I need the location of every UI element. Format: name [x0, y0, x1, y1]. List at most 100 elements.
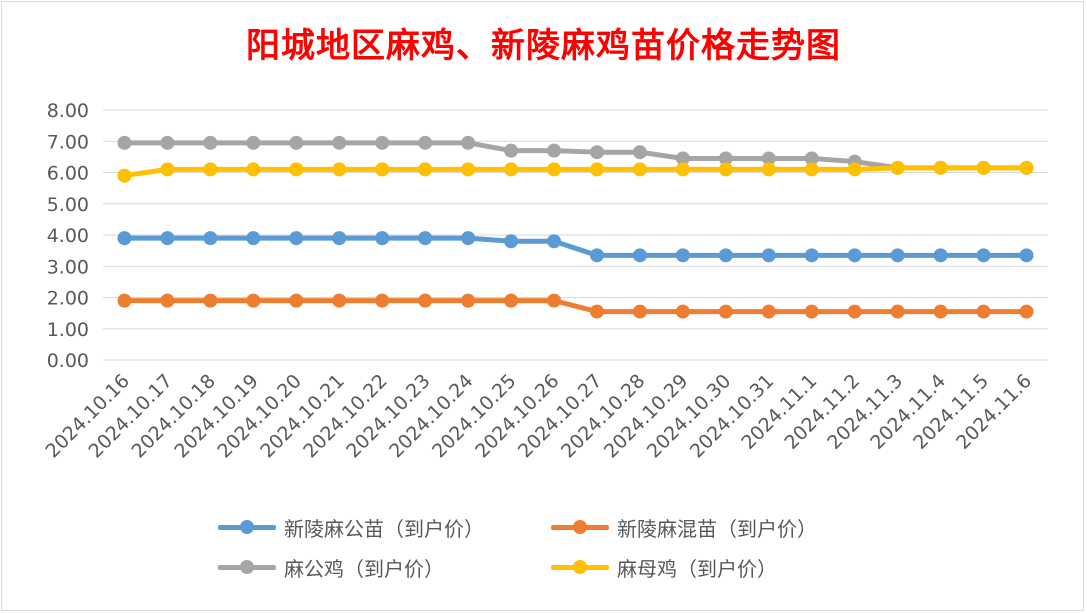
- data-point: [203, 231, 218, 246]
- data-point: [504, 162, 519, 177]
- data-point: [289, 135, 304, 150]
- data-point: [547, 293, 562, 308]
- data-point: [718, 162, 733, 177]
- data-point: [504, 143, 519, 158]
- data-point: [632, 145, 647, 160]
- legend-swatch: [551, 552, 609, 582]
- data-point: [504, 234, 519, 249]
- legend-item: 麻公鸡（到户价）: [218, 552, 444, 582]
- data-point: [160, 293, 175, 308]
- legend-label: 麻母鸡（到户价）: [617, 556, 777, 581]
- data-point: [203, 162, 218, 177]
- data-point: [461, 293, 476, 308]
- data-point: [761, 162, 776, 177]
- data-point: [804, 151, 819, 166]
- data-point: [847, 248, 862, 263]
- data-point: [847, 304, 862, 319]
- legend-label: 新陵麻混苗（到户价）: [617, 516, 817, 541]
- data-point: [375, 135, 390, 150]
- data-point: [718, 304, 733, 319]
- data-point: [117, 231, 132, 246]
- data-point: [890, 248, 905, 263]
- legend-item: 新陵麻混苗（到户价）: [551, 512, 817, 542]
- data-point: [1019, 304, 1034, 319]
- data-point: [117, 135, 132, 150]
- series-line: [121, 298, 1030, 315]
- data-point: [632, 248, 647, 263]
- data-point: [418, 162, 433, 177]
- y-tick-label: 6.00: [47, 163, 89, 185]
- data-point: [246, 135, 261, 150]
- data-point: [804, 248, 819, 263]
- data-point: [160, 135, 175, 150]
- data-point: [675, 248, 690, 263]
- legend-item: 麻母鸡（到户价）: [551, 552, 777, 582]
- y-tick-label: 3.00: [47, 256, 89, 278]
- data-point: [675, 162, 690, 177]
- y-tick-label: 8.00: [47, 100, 89, 122]
- data-point: [289, 162, 304, 177]
- data-point: [589, 145, 604, 160]
- data-point: [1019, 160, 1034, 175]
- data-point: [589, 304, 604, 319]
- data-point: [675, 151, 690, 166]
- data-point: [332, 135, 347, 150]
- data-point: [933, 248, 948, 263]
- legend: 新陵麻公苗（到户价） 新陵麻混苗（到户价） 麻公鸡（到户价） 麻母鸡（到户价）: [0, 508, 1087, 598]
- data-point: [933, 160, 948, 175]
- data-point: [890, 160, 905, 175]
- legend-swatch: [218, 552, 276, 582]
- data-point: [461, 162, 476, 177]
- data-point: [117, 293, 132, 308]
- data-point: [203, 135, 218, 150]
- y-tick-label: 1.00: [47, 319, 89, 341]
- data-point: [332, 293, 347, 308]
- chart-title: 阳城地区麻鸡、新陵麻鸡苗价格走势图: [246, 26, 841, 66]
- data-point: [375, 162, 390, 177]
- legend-label: 麻公鸡（到户价）: [284, 556, 444, 581]
- data-point: [933, 304, 948, 319]
- data-point: [976, 304, 991, 319]
- data-point: [203, 293, 218, 308]
- data-point: [761, 304, 776, 319]
- data-point: [375, 293, 390, 308]
- y-tick-label: 0.00: [47, 350, 89, 372]
- data-point: [589, 248, 604, 263]
- data-point: [332, 162, 347, 177]
- series-line: [121, 140, 1030, 171]
- data-point: [589, 162, 604, 177]
- legend-swatch: [218, 512, 276, 542]
- data-point: [375, 231, 390, 246]
- data-point: [117, 168, 132, 183]
- data-point: [804, 304, 819, 319]
- data-point: [289, 293, 304, 308]
- y-tick-label: 5.00: [47, 194, 89, 216]
- data-point: [976, 248, 991, 263]
- legend-label: 新陵麻公苗（到户价）: [284, 516, 484, 541]
- data-point: [418, 231, 433, 246]
- data-point: [246, 293, 261, 308]
- y-tick-label: 4.00: [47, 225, 89, 247]
- data-point: [632, 162, 647, 177]
- data-point: [332, 231, 347, 246]
- data-point: [547, 234, 562, 249]
- data-point: [761, 248, 776, 263]
- data-point: [761, 151, 776, 166]
- y-tick-label: 2.00: [47, 288, 89, 310]
- data-point: [160, 231, 175, 246]
- data-point: [890, 304, 905, 319]
- data-point: [160, 162, 175, 177]
- data-point: [547, 162, 562, 177]
- series-line: [121, 235, 1030, 258]
- data-point: [418, 135, 433, 150]
- data-point: [547, 143, 562, 158]
- data-point: [418, 293, 433, 308]
- data-point: [504, 293, 519, 308]
- y-tick-label: 7.00: [47, 131, 89, 153]
- data-point: [632, 304, 647, 319]
- data-point: [976, 160, 991, 175]
- data-point: [461, 231, 476, 246]
- data-point: [289, 231, 304, 246]
